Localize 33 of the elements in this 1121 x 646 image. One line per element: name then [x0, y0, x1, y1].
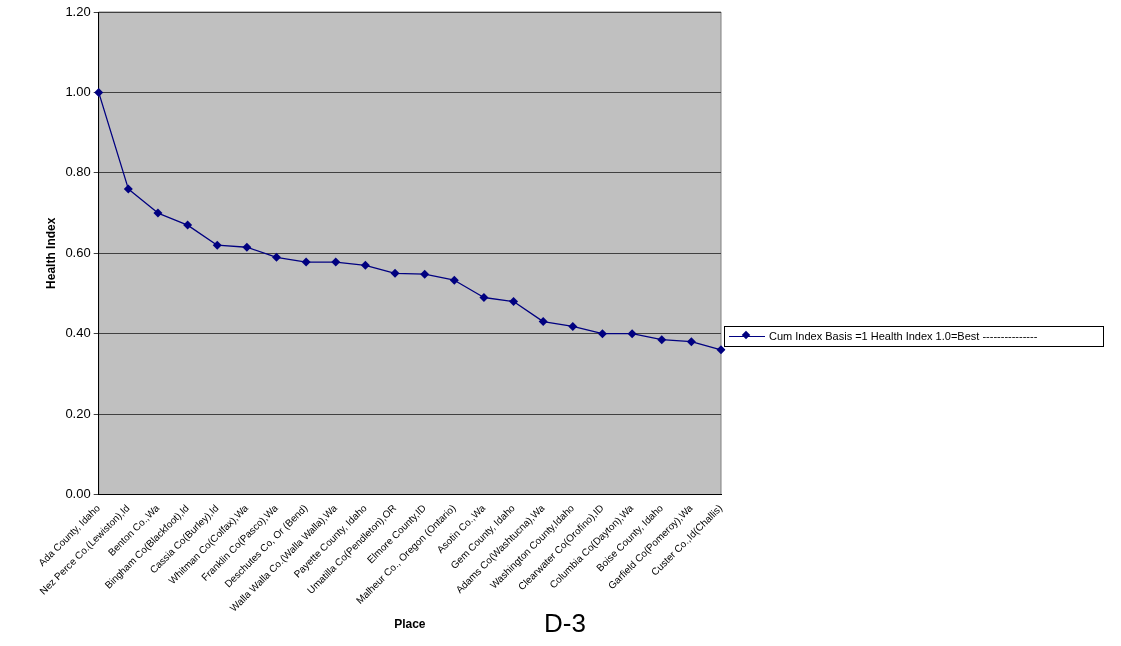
point: [509, 297, 519, 307]
y-tick-label: 1.20: [65, 3, 91, 19]
point: [123, 184, 133, 194]
point: [716, 345, 726, 355]
point: [242, 242, 252, 252]
point: [627, 329, 637, 339]
point: [153, 208, 163, 218]
y-tick-label: 0.40: [65, 325, 91, 341]
point: [657, 335, 667, 345]
point: [390, 268, 400, 278]
y-tick-label: 0.80: [65, 164, 91, 180]
point: [686, 337, 696, 347]
y-tick-label: 0.60: [65, 244, 91, 260]
legend-label: Cum Index Basis =1 Health Index 1.0=Best ---------------: [769, 330, 1038, 343]
x-axis-title: Place: [394, 617, 426, 632]
point: [272, 252, 281, 262]
y-tick-label: 1.00: [65, 84, 91, 99]
point: [420, 269, 430, 279]
point: [449, 275, 459, 285]
point: [183, 220, 193, 230]
y-tick-label: 0.00: [65, 486, 91, 502]
point: [479, 292, 489, 302]
point: [538, 317, 548, 327]
point: [94, 87, 104, 97]
point: [597, 329, 607, 339]
point: [568, 321, 578, 331]
y-tick-label: 0.20: [65, 405, 91, 421]
y-axis-title: Health Index: [43, 217, 58, 289]
point: [212, 240, 222, 250]
point: [301, 257, 311, 267]
point: [360, 260, 370, 270]
point: [331, 257, 341, 267]
text: D-3: [544, 608, 586, 638]
